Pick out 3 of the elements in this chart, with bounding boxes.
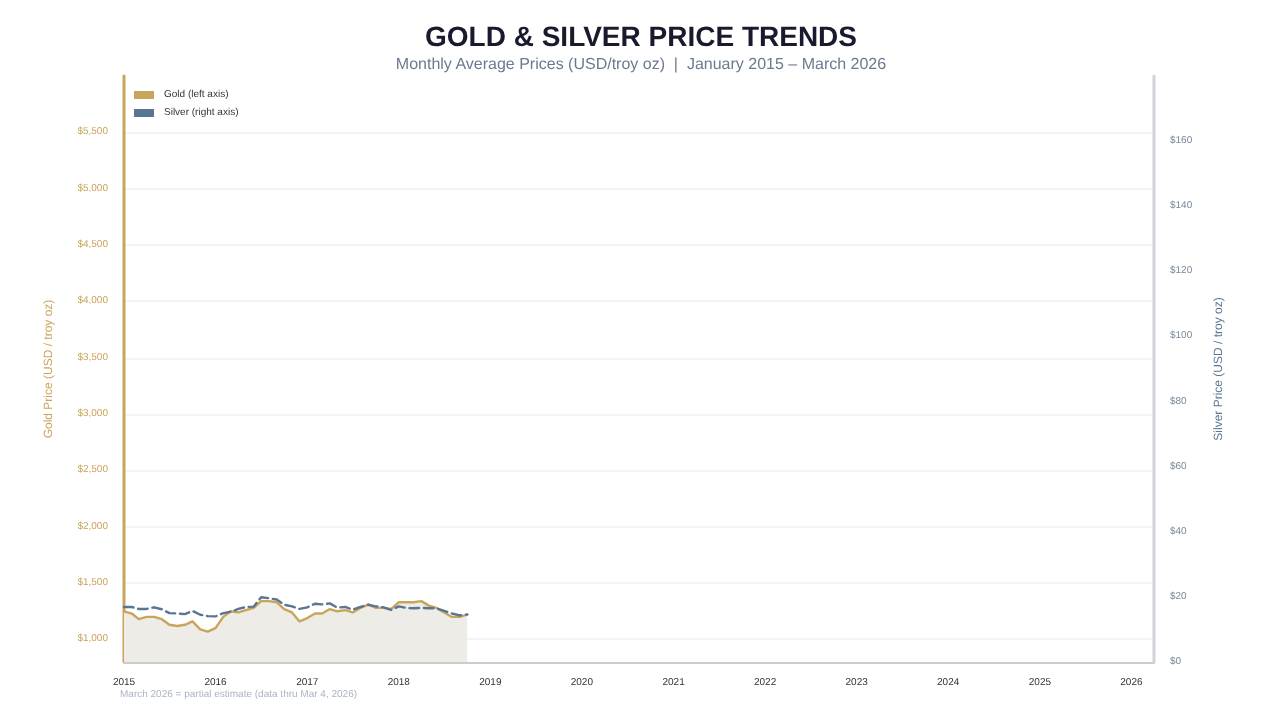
chart-subtitle: Monthly Average Prices (USD/troy oz) | January 2015 – March 2026 [395,55,888,73]
line-series [122,596,469,618]
chart-title: GOLD & SILVER PRICE TRENDS [425,20,857,52]
